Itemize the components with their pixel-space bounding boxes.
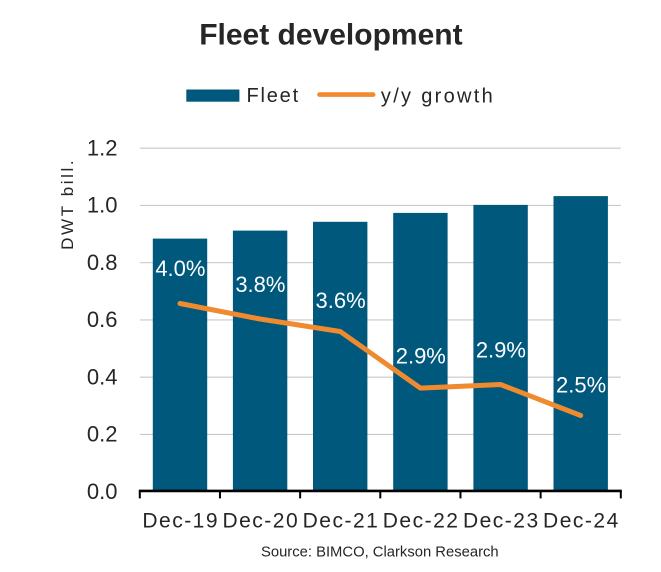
svg-text:3.8%: 3.8%	[235, 272, 285, 297]
svg-text:0.4: 0.4	[87, 364, 118, 389]
svg-text:1.0: 1.0	[87, 193, 118, 218]
svg-text:1.2: 1.2	[87, 135, 118, 160]
svg-text:3.6%: 3.6%	[316, 288, 366, 313]
svg-text:Fleet: Fleet	[247, 85, 300, 107]
svg-text:Dec-21: Dec-21	[303, 510, 380, 533]
svg-text:Dec-20: Dec-20	[222, 510, 299, 533]
svg-text:2.9%: 2.9%	[476, 338, 526, 363]
svg-text:0.8: 0.8	[87, 250, 118, 275]
svg-text:2.9%: 2.9%	[396, 343, 446, 368]
svg-text:2.5%: 2.5%	[556, 372, 606, 397]
svg-text:DWT bill.: DWT bill.	[58, 158, 77, 250]
svg-text:Dec-19: Dec-19	[142, 510, 219, 533]
svg-text:Source: BIMCO, Clarkson Resear: Source: BIMCO, Clarkson Research	[261, 545, 499, 561]
svg-text:Dec-22: Dec-22	[383, 510, 460, 533]
svg-text:0.6: 0.6	[87, 307, 118, 332]
svg-text:y/y growth: y/y growth	[381, 86, 495, 108]
svg-text:0.2: 0.2	[87, 422, 118, 447]
svg-text:Fleet development: Fleet development	[199, 19, 462, 52]
svg-text:0.0: 0.0	[87, 479, 118, 504]
svg-text:Dec-24: Dec-24	[543, 510, 620, 533]
svg-text:Dec-23: Dec-23	[463, 510, 540, 533]
svg-text:4.0%: 4.0%	[155, 256, 205, 281]
